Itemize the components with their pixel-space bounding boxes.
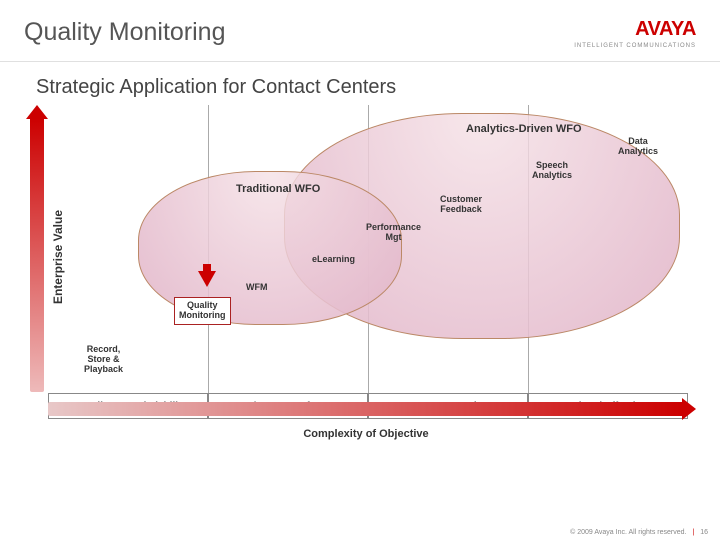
y-axis-label: Enterprise Value	[51, 197, 65, 317]
x-axis-label: Complexity of Objective	[26, 428, 706, 440]
analytics-wfo-label: Analytics-Driven WFO	[466, 123, 582, 135]
footer-separator: |	[692, 529, 694, 536]
quality-monitoring-box: QualityMonitoring	[174, 297, 231, 325]
logo-area: AVAYA INTELLIGENT COMMUNICATIONS	[574, 18, 696, 49]
step-label: DataAnalytics	[618, 137, 658, 157]
slide-header: Quality Monitoring AVAYA INTELLIGENT COM…	[0, 0, 720, 57]
logo-tagline: INTELLIGENT COMMUNICATIONS	[574, 43, 696, 49]
slide-subtitle: Strategic Application for Contact Center…	[0, 62, 720, 105]
page-number: 16	[700, 529, 708, 536]
step-label: SpeechAnalytics	[532, 161, 572, 181]
step-label: WFM	[246, 283, 268, 293]
step-label: PerformanceMgt	[366, 223, 421, 243]
chart-area: Analytics-Driven WFO Traditional WFO Rec…	[26, 105, 706, 450]
slide-footer: © 2009 Avaya Inc. All rights reserved. |…	[570, 529, 708, 536]
x-axis-arrow	[48, 398, 696, 420]
traditional-wfo-label: Traditional WFO	[236, 183, 320, 195]
avaya-logo: AVAYA	[574, 18, 696, 41]
step-label: eLearning	[312, 255, 355, 265]
y-axis-arrow	[26, 105, 48, 395]
step-label: Record,Store &Playback	[84, 345, 123, 375]
copyright-text: © 2009 Avaya Inc. All rights reserved.	[570, 529, 686, 536]
slide-title: Quality Monitoring	[24, 18, 225, 47]
highlight-arrow-icon	[198, 271, 216, 287]
step-label: CustomerFeedback	[440, 195, 482, 215]
